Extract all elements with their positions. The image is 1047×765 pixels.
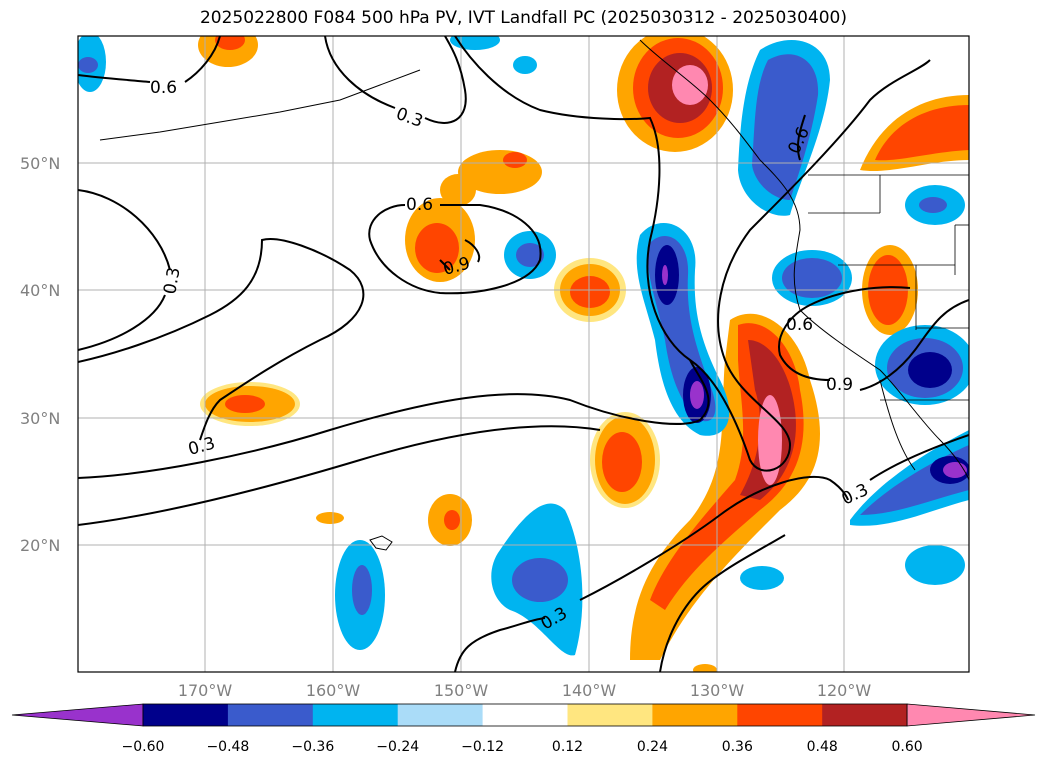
lon-label-140w: 140°W [562, 681, 617, 700]
colorbar-segment [143, 704, 229, 726]
colorbar-segments [11, 703, 1036, 727]
colorbar-extend-max [906, 703, 1036, 727]
grid-lines [78, 36, 969, 672]
colorbar-segment [482, 704, 568, 726]
lat-label-40n: 40°N [20, 281, 60, 300]
contour-label: 0.6 [406, 195, 433, 215]
colorbar-tick-label: −0.48 [206, 739, 249, 755]
longitude-labels: 170°W 160°W 150°W 140°W 130°W 120°W [178, 681, 872, 700]
colorbar-extend-min [11, 703, 144, 727]
colorbar-segment [397, 704, 484, 726]
colorbar-segment [652, 704, 738, 726]
colorbar-segment [227, 704, 314, 726]
colorbar-segment [737, 704, 823, 726]
lon-label-130w: 130°W [690, 681, 745, 700]
colorbar-tick-label: 0.12 [552, 739, 583, 755]
coastlines [99, 39, 969, 551]
lat-label-20n: 20°N [20, 536, 60, 555]
colorbar-tick-label: −0.12 [461, 739, 504, 755]
lat-label-50n: 50°N [20, 154, 60, 173]
colorbar-segment [312, 704, 399, 726]
lon-label-160w: 160°W [306, 681, 361, 700]
lon-label-170w: 170°W [178, 681, 233, 700]
colorbar-frame [142, 703, 908, 727]
colorbar-tick-label: −0.36 [291, 739, 334, 755]
contour-label: 0.3 [160, 266, 184, 296]
contour-label: 0.6 [150, 78, 177, 98]
map-title: 2025022800 F084 500 hPa PV, IVT Landfall… [199, 8, 847, 28]
colorbar-tick-label: 0.36 [722, 739, 753, 755]
contour-lines [78, 36, 969, 672]
colorbar-segment [567, 704, 653, 726]
colorbar-tick-label: 0.48 [807, 739, 838, 755]
colorbar-tick-label: −0.60 [122, 739, 165, 755]
map-frame [77, 35, 970, 673]
colorbar-ticks: −0.60 −0.48 −0.36 −0.24 −0.12 0.12 0.24 0.36 0.4… [122, 739, 923, 755]
colorbar-segment [822, 704, 908, 726]
lon-label-120w: 120°W [817, 681, 872, 700]
contour-label: 0.9 [826, 375, 853, 395]
colorbar-tick-label: −0.24 [376, 739, 419, 755]
lat-label-30n: 30°N [20, 409, 60, 428]
map-plot-area: 0.6 0.3 0.6 0.9 0.3 0.3 0.6 0.6 0.9 0.3 … [78, 36, 969, 672]
lon-label-150w: 150°W [434, 681, 489, 700]
contour-label: 0.6 [786, 315, 813, 335]
latitude-labels: 50°N 40°N 30°N 20°N [20, 154, 60, 555]
colorbar-tick-label: 0.24 [637, 739, 668, 755]
borders [808, 174, 969, 401]
colorbar: −0.60 −0.48 −0.36 −0.24 −0.12 0.12 0.24 0.36 0.4… [11, 703, 1036, 755]
colorbar-tick-label: 0.60 [892, 739, 923, 755]
